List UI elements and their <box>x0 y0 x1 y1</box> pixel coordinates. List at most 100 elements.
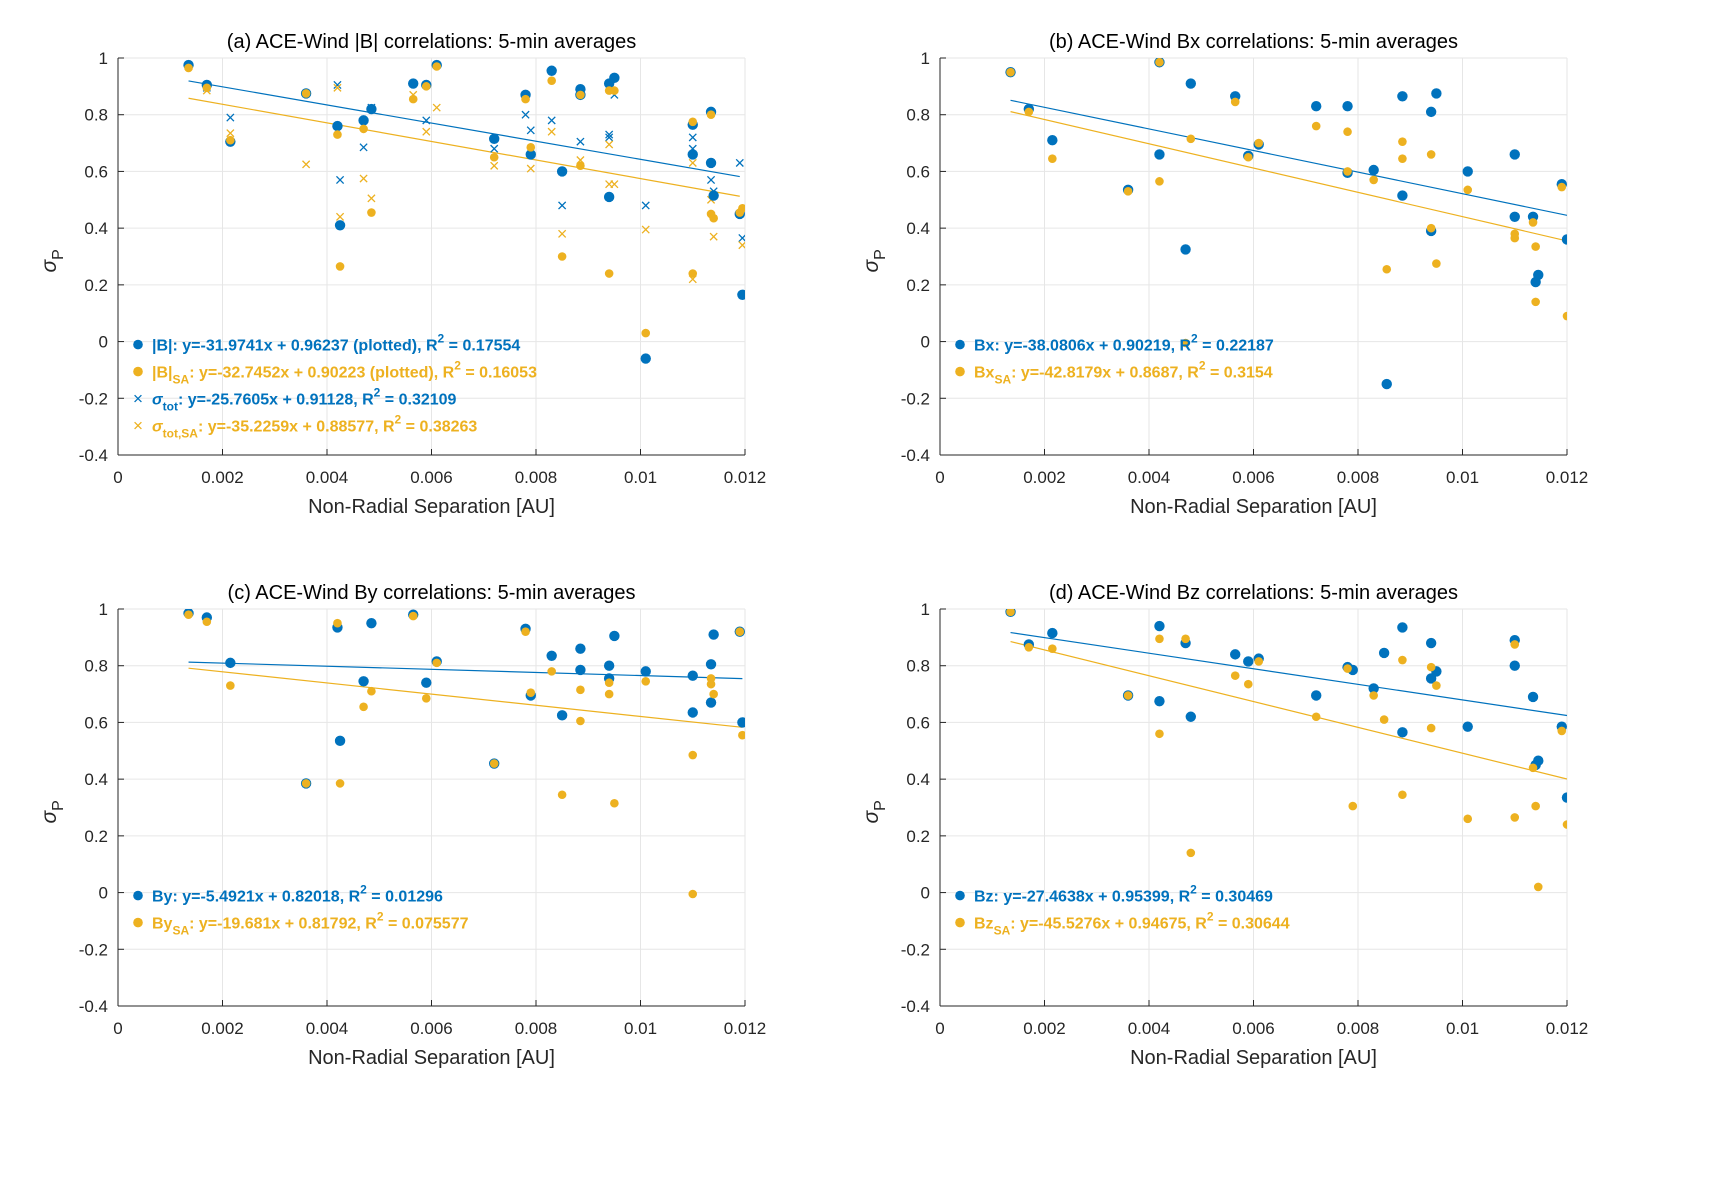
legend-label-text: = 0.075577 <box>384 916 469 933</box>
chart-title: (d) ACE-Wind Bz correlations: 5-min aver… <box>1049 582 1458 604</box>
data-point <box>1230 649 1241 660</box>
data-point <box>359 124 368 134</box>
x-marker <box>359 143 368 152</box>
series-1 <box>184 610 745 899</box>
data-point <box>547 667 556 676</box>
data-point <box>226 681 235 690</box>
data-point <box>1368 683 1379 694</box>
data-point <box>408 94 418 104</box>
data-point <box>706 110 716 120</box>
legend-dot <box>133 366 143 377</box>
data-point <box>1397 622 1408 633</box>
y-tick-label: -0.2 <box>79 940 108 959</box>
legend-label-text: = 0.3154 <box>1206 365 1273 382</box>
legend-label-text: |B| <box>152 365 173 382</box>
x-marker-stroke <box>610 180 619 189</box>
data-point <box>225 657 236 669</box>
chart-panel-b: 0 0.002 0.004 0.006 0.008 0.01 0.012 -0.4 -0.2 0 0… <box>860 31 1588 518</box>
y-tick-label: -0.4 <box>901 997 930 1016</box>
legend-label-sub: SA <box>173 373 190 387</box>
data-point <box>1398 790 1407 800</box>
x-marker <box>688 158 697 167</box>
legend-label: |B|SA: y=-32.7452x + 0.90223 (plotted), … <box>152 359 537 387</box>
y-tick-label: 0.6 <box>906 713 930 732</box>
data-point <box>1509 149 1520 160</box>
legend-label: Bz: y=-27.4638x + 0.95399, R2 = 0.30469 <box>974 883 1273 906</box>
legend-entry: Bx: y=-38.0806x + 0.90219, R2 = 0.22187 <box>955 332 1274 355</box>
data-point <box>1311 101 1322 112</box>
legend-label-sub: tot <box>163 400 178 414</box>
y-tick-label: -0.4 <box>79 997 108 1016</box>
x-axis-label: Non-Radial Separation [AU] <box>308 1047 555 1069</box>
fit-line-0 <box>1010 99 1567 216</box>
data-point <box>706 679 716 689</box>
data-point <box>1048 644 1057 653</box>
legend-label-sub: SA <box>172 924 189 938</box>
x-marker-stroke <box>422 127 431 136</box>
data-point <box>1343 127 1352 137</box>
legend-entry: Bz: y=-27.4638x + 0.95399, R2 = 0.30469 <box>955 883 1273 906</box>
data-point <box>1528 218 1538 227</box>
data-point <box>546 65 557 76</box>
y-tick-label: 1 <box>99 49 108 68</box>
y-tick-label: 0 <box>99 884 108 903</box>
data-point <box>1463 185 1473 195</box>
x-marker-stroke <box>735 158 744 167</box>
fit-line-0 <box>1010 631 1567 717</box>
data-point <box>1463 814 1473 824</box>
x-marker <box>558 229 567 238</box>
legend-label: σtot: y=-25.7605x + 0.91128, R2 = 0.3210… <box>152 386 457 414</box>
y-tick-label: 0.4 <box>84 219 108 238</box>
y-tick-label: 0.2 <box>84 827 108 846</box>
y-tick-label: 0.2 <box>906 827 930 846</box>
data-point <box>1230 671 1240 680</box>
y-axis-label-subscript: P <box>50 800 67 811</box>
legend-label-sup: 2 <box>395 413 402 427</box>
data-point <box>546 650 557 661</box>
data-point <box>1510 640 1520 649</box>
data-point <box>1047 627 1058 639</box>
fit-line-1 <box>1010 640 1567 780</box>
y-tick-label: 1 <box>99 600 108 619</box>
y-axis-label-symbol: σ <box>860 259 883 273</box>
data-point <box>1230 97 1240 107</box>
data-point <box>1186 848 1196 858</box>
x-marker-stroke <box>333 80 342 89</box>
data-point <box>1123 186 1133 196</box>
y-tick-label: 0.6 <box>906 162 930 181</box>
legend-dot <box>955 339 965 350</box>
x-tick-label: 0.004 <box>1128 1019 1171 1038</box>
y-tick-label: 1 <box>921 49 930 68</box>
x-marker-stroke <box>526 164 535 173</box>
data-point <box>408 78 419 89</box>
x-marker <box>706 175 716 184</box>
x-marker <box>526 126 535 135</box>
x-marker <box>641 201 650 210</box>
x-tick-label: 0.008 <box>1337 1019 1380 1038</box>
y-tick-label: 0.2 <box>84 276 108 295</box>
y-tick-label: 0.8 <box>84 657 108 676</box>
legend-label-text: = 0.30644 <box>1214 916 1290 933</box>
data-point <box>202 83 212 93</box>
data-point <box>367 208 376 217</box>
y-tick-label: 0 <box>921 884 930 903</box>
data-point <box>366 617 377 629</box>
data-point <box>705 659 717 670</box>
data-point <box>525 149 536 160</box>
x-axis-label: Non-Radial Separation [AU] <box>308 496 555 518</box>
x-marker <box>605 133 614 142</box>
x-tick-label: 0.01 <box>624 468 657 487</box>
legend-label: BxSA: y=-42.8179x + 0.8687, R2 = 0.3154 <box>974 359 1273 387</box>
data-point <box>1398 137 1407 146</box>
y-tick-label: 1 <box>921 600 930 619</box>
legend-entry: BxSA: y=-42.8179x + 0.8687, R2 = 0.3154 <box>955 359 1273 387</box>
x-marker <box>226 113 235 122</box>
data-point <box>367 686 376 696</box>
legend-label: σtot,SA: y=-35.2259x + 0.88577, R2 = 0.3… <box>152 413 477 441</box>
data-point <box>526 143 536 152</box>
legend-label: By: y=-5.4921x + 0.82018, R2 = 0.01296 <box>152 883 443 906</box>
data-point <box>333 618 342 628</box>
data-point <box>687 670 698 681</box>
x-marker <box>432 103 441 112</box>
